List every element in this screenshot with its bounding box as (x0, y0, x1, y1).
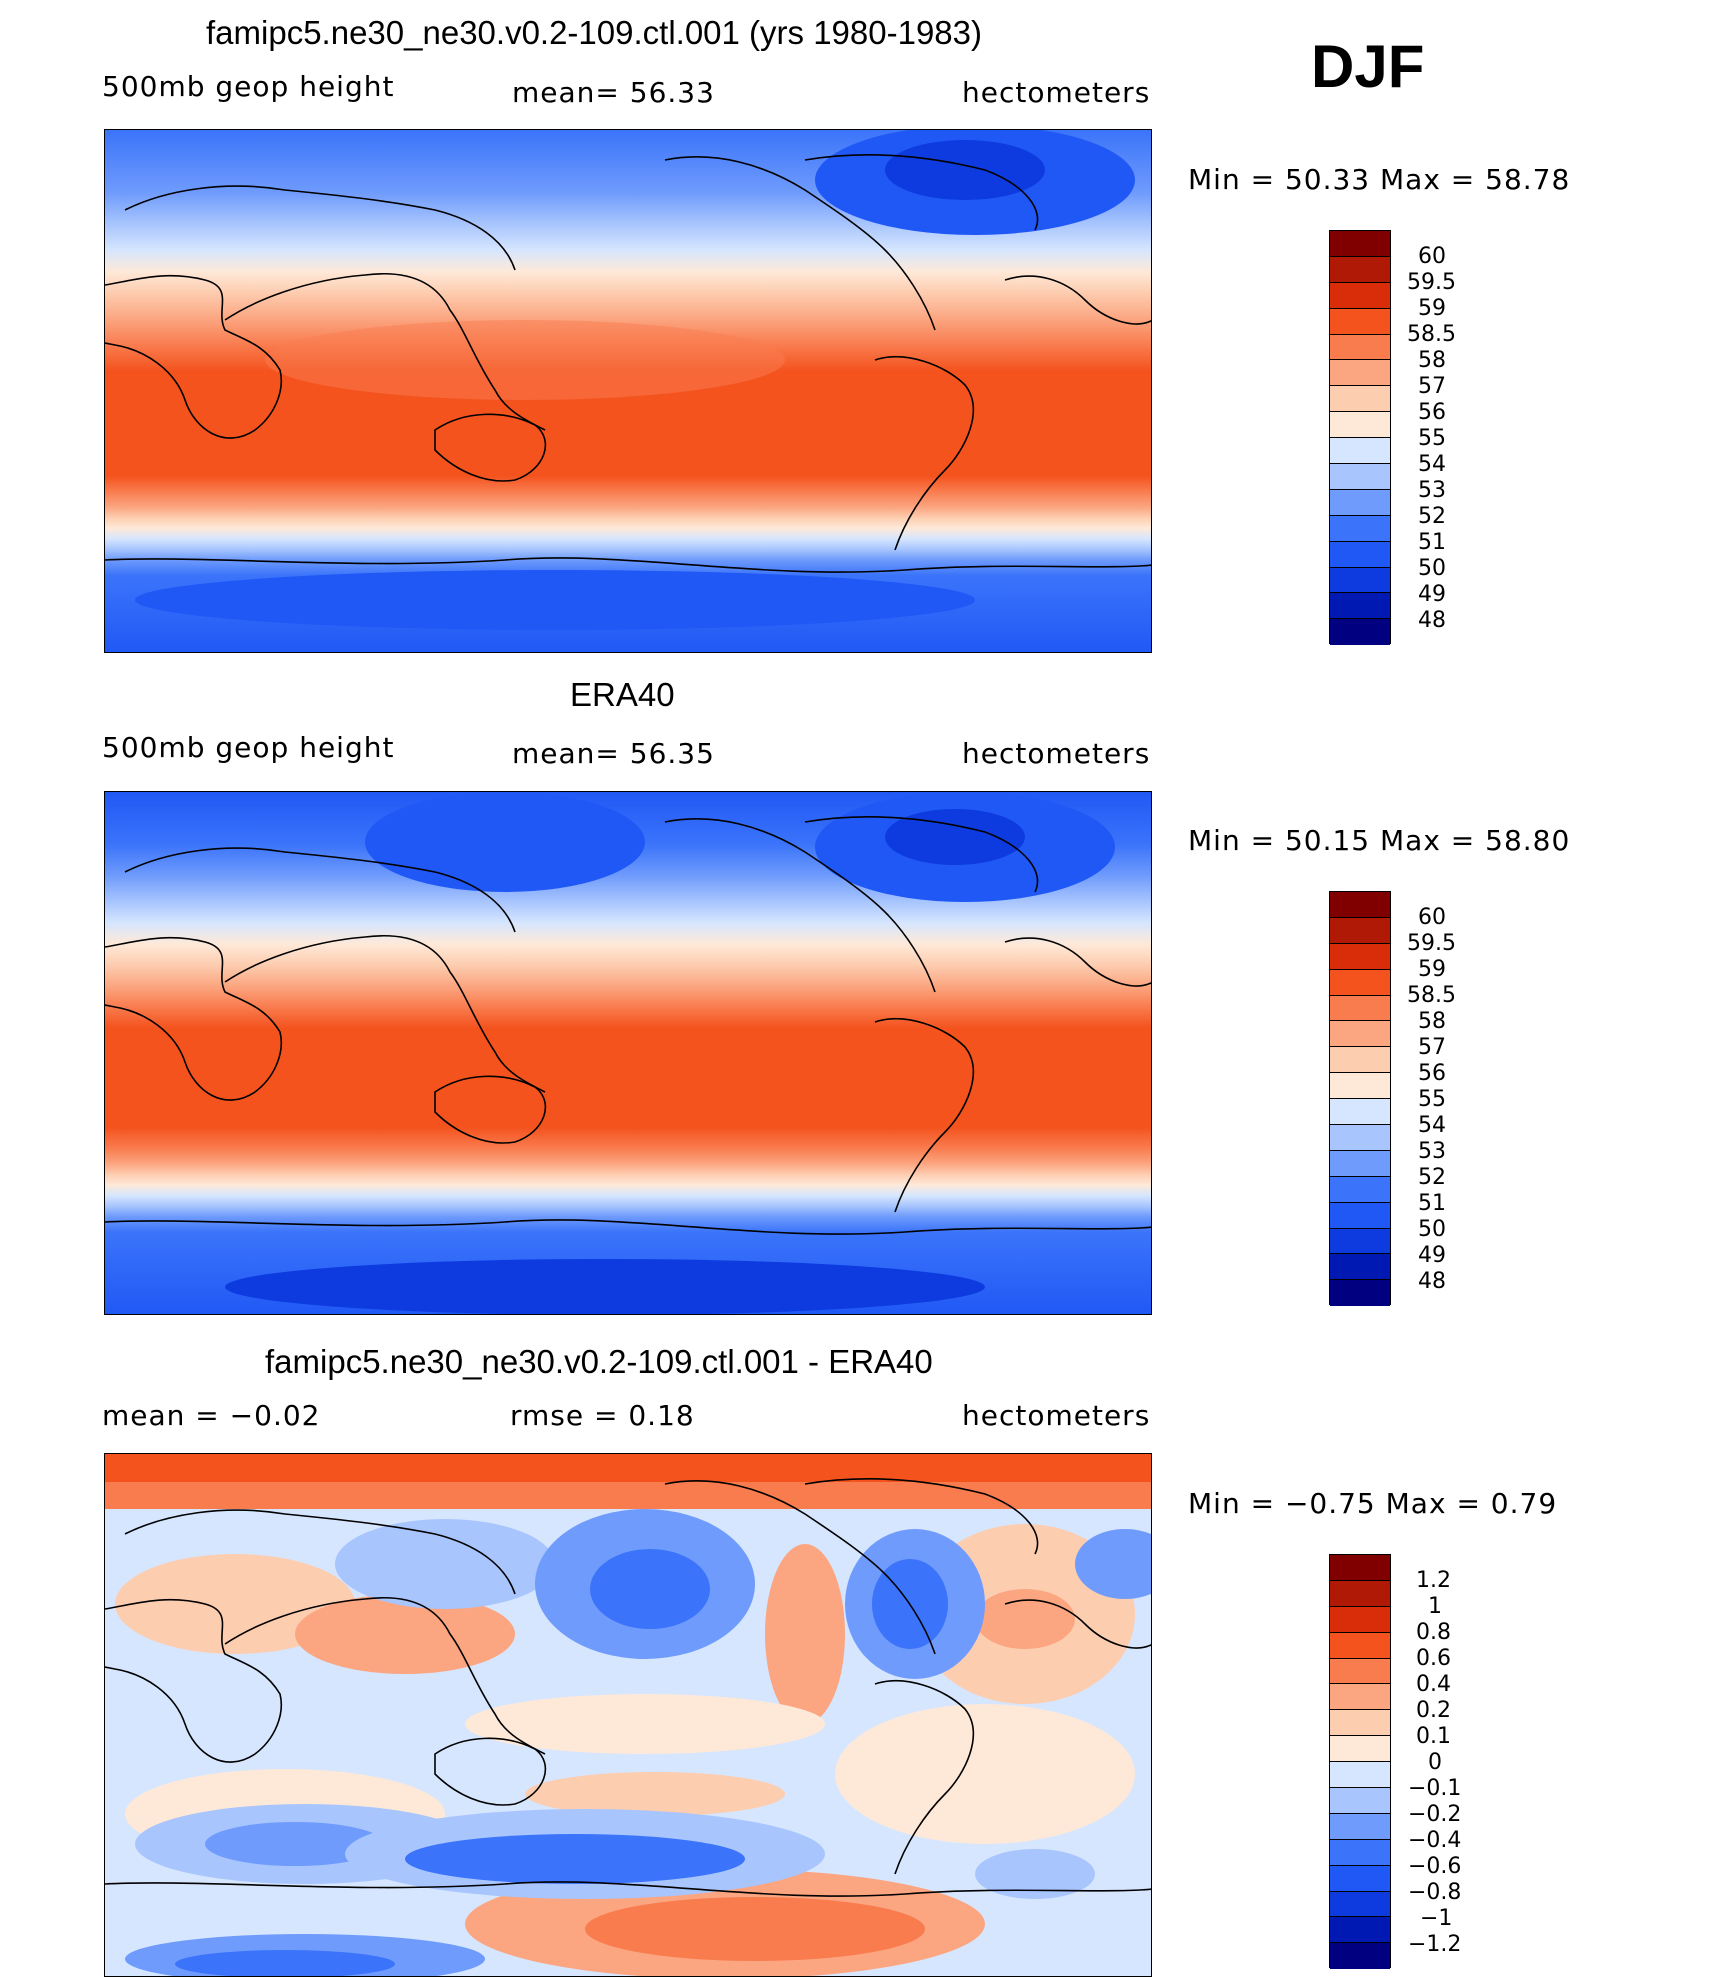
panel2-colorbar (1329, 891, 1391, 1307)
positive-anomaly (525, 1772, 785, 1816)
coastlines (105, 153, 1151, 573)
colorbar-tick: 54 (1418, 452, 1446, 477)
colorbar-tick: 58.5 (1407, 322, 1456, 347)
colorbar-tick: −0.8 (1408, 1880, 1462, 1905)
panel1-map (104, 129, 1152, 653)
colorbar-tick: 50 (1418, 1217, 1446, 1242)
colorbar-tick: 60 (1418, 244, 1446, 269)
colorbar-tick: 0.8 (1416, 1620, 1451, 1645)
colorbar-tick: 53 (1418, 1139, 1446, 1164)
colorbar-tick: 60 (1418, 905, 1446, 930)
panel1-colorbar (1329, 230, 1391, 646)
colorbar-tick: 56 (1418, 400, 1446, 425)
panel2-variable-label: 500mb geop height (102, 731, 395, 764)
colorbar-tick: 59 (1418, 296, 1446, 321)
positive-anomaly (295, 1594, 515, 1674)
colorbar-tick: 52 (1418, 1165, 1446, 1190)
negative-anomaly (175, 1950, 395, 1976)
coastlines (105, 1477, 1151, 1897)
negative-anomaly (975, 1849, 1095, 1899)
negative-anomaly (205, 1822, 385, 1866)
panel1-title: famipc5.ne30_ne30.v0.2-109.ctl.001 (yrs … (206, 14, 982, 51)
colorbar-tick: 50 (1418, 556, 1446, 581)
panel3-mean-label: mean = −0.02 (102, 1399, 321, 1432)
positive-anomaly (585, 1897, 925, 1961)
colorbar-tick: 57 (1418, 374, 1446, 399)
panel3-map (104, 1453, 1152, 1977)
panel3-minmax: Min = −0.75 Max = 0.79 (1188, 1487, 1558, 1520)
low-center-north-america (885, 809, 1025, 865)
positive-anomaly (115, 1554, 355, 1654)
panel2-minmax: Min = 50.15 Max = 58.80 (1188, 824, 1571, 857)
colorbar-tick: −0.4 (1408, 1828, 1462, 1853)
antarctic-low-band (225, 1259, 985, 1314)
low-center-north-america (885, 140, 1045, 200)
colorbar-tick: −1.2 (1408, 1932, 1462, 1957)
colorbar-tick: −0.2 (1408, 1802, 1462, 1827)
colorbar-tick: 48 (1418, 608, 1446, 633)
positive-anomaly (465, 1694, 825, 1754)
colorbar-tick: 55 (1418, 1087, 1446, 1112)
colorbar-tick: −0.6 (1408, 1854, 1462, 1879)
panel1-minmax: Min = 50.33 Max = 58.78 (1188, 163, 1571, 196)
warm-band (265, 320, 785, 400)
positive-anomaly (835, 1704, 1135, 1844)
colorbar-tick: 0.4 (1416, 1672, 1451, 1697)
colorbar-tick: 0.2 (1416, 1698, 1451, 1723)
colorbar-tick: 56 (1418, 1061, 1446, 1086)
colorbar-tick: 51 (1418, 1191, 1446, 1216)
colorbar-tick: 49 (1418, 1243, 1446, 1268)
colorbar-tick: 51 (1418, 530, 1446, 555)
colorbar-tick: 0 (1428, 1750, 1442, 1775)
negative-anomaly (405, 1834, 745, 1884)
colorbar-tick: 0.6 (1416, 1646, 1451, 1671)
panel3-rmse-label: rmse = 0.18 (510, 1399, 695, 1432)
panel2-mean-label: mean= 56.35 (512, 737, 715, 770)
panel1-units-label: hectometers (962, 76, 1151, 109)
antarctic-low-band (135, 570, 975, 630)
panel3-title: famipc5.ne30_ne30.v0.2-109.ctl.001 - ERA… (265, 1343, 933, 1380)
negative-anomaly (335, 1519, 555, 1609)
colorbar-tick: 59.5 (1407, 931, 1456, 956)
colorbar-tick: 58 (1418, 348, 1446, 373)
panel3-colorbar (1329, 1554, 1391, 1970)
colorbar-tick: 59.5 (1407, 270, 1456, 295)
colorbar-tick: 55 (1418, 426, 1446, 451)
coastlines (105, 815, 1151, 1235)
negative-anomaly (1075, 1529, 1151, 1599)
colorbar-tick: 54 (1418, 1113, 1446, 1138)
colorbar-tick: 58 (1418, 1009, 1446, 1034)
panel2-title: ERA40 (570, 676, 675, 713)
positive-anomaly (765, 1544, 845, 1724)
colorbar-tick: 49 (1418, 582, 1446, 607)
colorbar-tick: 48 (1418, 1269, 1446, 1294)
colorbar-tick: 58.5 (1407, 983, 1456, 1008)
panel2-map (104, 791, 1152, 1315)
arctic-positive-core (105, 1454, 1151, 1482)
season-label: DJF (1311, 33, 1425, 100)
colorbar-tick: 57 (1418, 1035, 1446, 1060)
colorbar-tick: 1 (1428, 1594, 1442, 1619)
colorbar-tick: 0.1 (1416, 1724, 1451, 1749)
low-anomaly-siberia (365, 792, 645, 892)
panel2-units-label: hectometers (962, 737, 1151, 770)
panel1-variable-label: 500mb geop height (102, 70, 395, 103)
colorbar-tick: 53 (1418, 478, 1446, 503)
panel3-units-label: hectometers (962, 1399, 1151, 1432)
negative-anomaly (590, 1549, 710, 1629)
positive-anomaly (975, 1589, 1075, 1649)
colorbar-tick: 59 (1418, 957, 1446, 982)
colorbar-tick: 1.2 (1416, 1568, 1451, 1593)
colorbar-tick: −1 (1420, 1906, 1453, 1931)
panel1-mean-label: mean= 56.33 (512, 76, 715, 109)
colorbar-tick: 52 (1418, 504, 1446, 529)
colorbar-tick: −0.1 (1408, 1776, 1462, 1801)
